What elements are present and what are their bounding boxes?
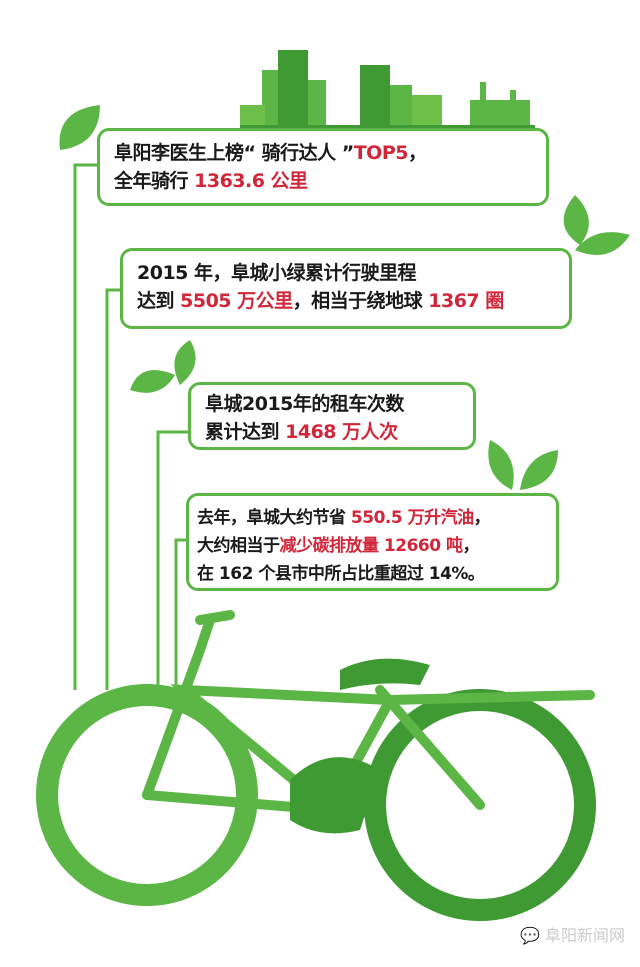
- highlight: 5505 万公里: [180, 290, 293, 312]
- text: 去年，阜城大约节省: [197, 508, 351, 528]
- text: 阜城2015年的租车次数: [205, 393, 404, 415]
- text: ，: [462, 536, 479, 556]
- stat-box-rider: 阜阳李医生上榜“ 骑行达人 ”TOP5， 全年骑行 1363.6 公里: [97, 128, 549, 206]
- wechat-icon: 💬: [520, 926, 540, 945]
- bicycle-icon: [36, 610, 596, 921]
- text: ，: [407, 142, 427, 164]
- leaf-icon: [59, 105, 630, 490]
- stat-box-rentals: 阜城2015年的租车次数 累计达到 1468 万人次: [188, 382, 476, 450]
- connector-lines: [73, 163, 190, 700]
- highlight: TOP5: [353, 142, 409, 164]
- text: ，: [473, 508, 491, 528]
- highlight: 550.5 万升汽油: [350, 508, 474, 528]
- text: ，相当于绕地球: [292, 290, 429, 312]
- text: 全年骑行: [114, 170, 195, 192]
- text: 阜阳李医生上榜“ 骑行达人 ”: [114, 142, 354, 164]
- text: 累计达到: [205, 421, 286, 443]
- highlight: 1363.6 公里: [194, 170, 308, 192]
- stat-box-mileage: 2015 年，阜城小绿累计行驶里程 达到 5505 万公里，相当于绕地球 136…: [120, 248, 572, 329]
- text: 在 162 个县市中所占比重超过 14%。: [197, 564, 485, 584]
- text: 大约相当于: [197, 536, 280, 556]
- watermark-text: 阜阳新闻网: [545, 926, 626, 945]
- stat-box-emissions: 去年，阜城大约节省 550.5 万升汽油， 大约相当于减少碳排放量 12660 …: [186, 493, 559, 591]
- watermark: 💬 阜阳新闻网: [520, 922, 625, 946]
- city-buildings-icon: [240, 50, 535, 131]
- highlight: 1468 万人次: [285, 421, 398, 443]
- highlight: 1367 圈: [428, 290, 504, 312]
- text: 2015 年，阜城小绿累计行驶里程: [137, 262, 417, 284]
- text: 达到: [137, 290, 181, 312]
- highlight: 减少碳排放量 12660 吨: [279, 536, 463, 556]
